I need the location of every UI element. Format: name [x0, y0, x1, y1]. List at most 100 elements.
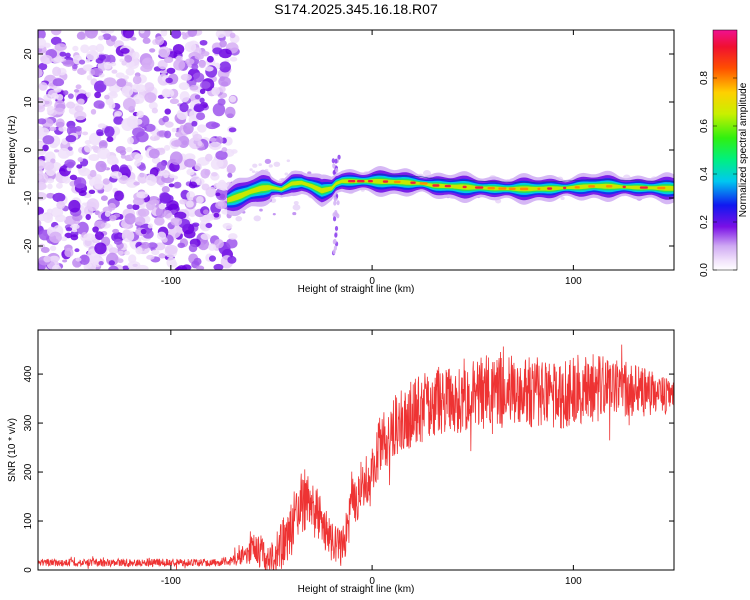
- noise-speckle: [180, 73, 192, 81]
- noise-speckle: [184, 153, 196, 161]
- noise-speckle: [132, 75, 142, 85]
- noise-speckle: [94, 231, 105, 240]
- noise-speckle: [219, 182, 228, 191]
- ridge-hotspot: [432, 184, 440, 187]
- noise-speckle: [209, 137, 217, 142]
- noise-speckle: [56, 200, 66, 210]
- noise-speckle: [132, 94, 145, 105]
- noise-speckle: [121, 85, 134, 97]
- spectrogram-xlabel: Height of straight line (km): [298, 284, 415, 295]
- noise-speckle: [38, 213, 48, 222]
- noise-speckle: [62, 259, 68, 263]
- noise-speckle: [126, 179, 139, 188]
- noise-speckle: [208, 255, 217, 262]
- noise-speckle: [97, 147, 111, 160]
- noise-speckle: [217, 98, 226, 106]
- figure-title: S174.2025.345.16.18.R07: [274, 1, 438, 17]
- ridge-hotspot: [574, 186, 580, 189]
- noise-speckle: [47, 183, 53, 190]
- noise-speckle: [112, 228, 119, 234]
- noise-speckle: [215, 30, 226, 39]
- noise-speckle: [203, 209, 209, 215]
- streak-speckle: [333, 195, 337, 201]
- colorbar-frame: [712, 29, 738, 271]
- ridge-scatter: [273, 161, 281, 167]
- noise-speckle: [196, 196, 204, 204]
- noise-speckle: [136, 191, 149, 199]
- noise-speckle: [38, 30, 46, 40]
- noise-speckle: [158, 253, 166, 259]
- noise-speckle: [177, 242, 186, 249]
- noise-speckle: [95, 160, 107, 173]
- noise-speckle: [174, 131, 183, 138]
- noise-speckle: [204, 169, 211, 176]
- noise-speckle: [108, 101, 116, 110]
- noise-speckle: [108, 202, 116, 211]
- streak-speckle: [336, 200, 340, 206]
- snr-xtick-label: 0: [369, 576, 375, 587]
- noise-speckle: [38, 206, 44, 216]
- noise-speckle: [62, 175, 71, 184]
- noise-speckle: [126, 204, 134, 210]
- noise-speckle: [82, 202, 88, 206]
- noise-speckle: [74, 105, 84, 112]
- ridge-hotspot: [639, 186, 648, 189]
- ridge-hotspot: [393, 180, 401, 184]
- noise-speckle: [134, 160, 142, 167]
- streak-speckle: [334, 225, 339, 231]
- noise-speckle: [151, 249, 160, 256]
- noise-speckle: [73, 89, 80, 93]
- noise-speckle: [108, 84, 121, 94]
- ridge-scatter: [268, 164, 273, 168]
- noise-speckle: [43, 94, 53, 101]
- noise-speckle: [222, 222, 233, 230]
- noise-speckle: [53, 149, 60, 153]
- noise-speckle: [132, 127, 145, 138]
- noise-speckle: [110, 35, 117, 42]
- noise-speckle: [155, 36, 165, 46]
- noise-speckle: [38, 81, 48, 91]
- noise-speckle: [165, 77, 173, 84]
- noise-speckle: [42, 135, 55, 145]
- noise-speckle: [215, 187, 229, 201]
- noise-speckle: [73, 177, 87, 189]
- noise-speckle: [46, 105, 55, 115]
- ridge-scatter: [251, 170, 256, 174]
- noise-speckle: [202, 213, 215, 222]
- noise-speckle: [67, 146, 73, 151]
- noise-speckle: [215, 150, 228, 161]
- noise-speckle: [91, 145, 99, 150]
- noise-speckle: [192, 133, 203, 142]
- noise-speckle: [116, 78, 127, 88]
- noise-speckle: [62, 59, 75, 67]
- noise-speckle: [204, 153, 213, 162]
- noise-speckle: [122, 97, 136, 111]
- noise-speckle: [174, 266, 184, 270]
- noise-speckle: [38, 219, 42, 227]
- noise-speckle: [206, 55, 214, 63]
- noise-speckle: [227, 255, 237, 264]
- noise-speckle: [89, 169, 97, 178]
- noise-speckle: [57, 147, 71, 159]
- streak-speckle: [334, 158, 338, 164]
- noise-speckle: [214, 239, 224, 249]
- noise-speckle: [74, 248, 80, 253]
- noise-speckle: [52, 66, 62, 77]
- noise-speckle: [38, 173, 49, 185]
- noise-speckle: [184, 158, 197, 168]
- noise-speckle: [136, 110, 144, 119]
- snr-ylabel: SNR (10 * v/v): [7, 418, 18, 482]
- noise-speckle: [38, 191, 47, 201]
- spectrogram-ytick-label: 20: [23, 48, 34, 60]
- noise-speckle: [38, 125, 44, 137]
- noise-speckle: [221, 81, 229, 87]
- ridge-hotspot: [382, 180, 389, 183]
- noise-speckle: [186, 191, 196, 201]
- noise-speckle: [103, 61, 112, 70]
- ridge-scatter: [292, 211, 297, 216]
- noise-speckle: [50, 36, 62, 46]
- noise-speckle: [52, 192, 66, 203]
- noise-speckle: [110, 164, 120, 173]
- streak-speckle: [332, 170, 336, 176]
- noise-speckle: [216, 159, 224, 168]
